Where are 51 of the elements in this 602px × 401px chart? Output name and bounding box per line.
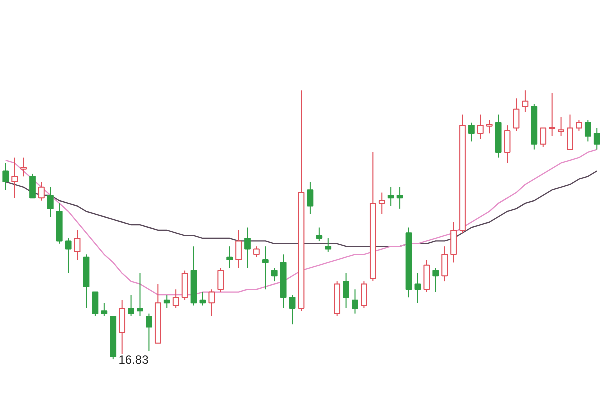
candlestick — [325, 238, 332, 252]
candlestick — [558, 116, 564, 137]
candlestick — [316, 227, 323, 242]
candlestick — [414, 272, 422, 304]
candlestick — [594, 128, 600, 150]
candlestick — [164, 294, 170, 309]
candlestick — [12, 157, 18, 199]
candlestick — [549, 92, 556, 137]
candlestick — [137, 272, 144, 318]
candlestick — [101, 302, 108, 318]
candlestick — [226, 246, 234, 269]
candlestick — [65, 238, 72, 274]
candlestick — [172, 289, 180, 309]
candlestick — [540, 128, 547, 148]
candlestick — [92, 292, 99, 318]
candlestick — [236, 230, 242, 269]
candlestick — [218, 268, 224, 293]
candlestick — [262, 246, 269, 290]
candlestick — [378, 192, 386, 215]
candlestick — [396, 186, 404, 210]
candlestick — [307, 182, 314, 215]
candlestick — [432, 268, 440, 293]
candlestick — [477, 114, 484, 140]
candlestick — [567, 114, 574, 150]
candlestick — [442, 246, 448, 282]
candlestick — [522, 90, 529, 113]
candlestick — [200, 292, 206, 306]
candlestick — [584, 120, 592, 142]
candlestick — [2, 162, 10, 191]
candlestick — [128, 294, 134, 318]
candlestick — [30, 173, 36, 199]
candlestick — [271, 268, 278, 282]
candlestick — [504, 125, 511, 164]
candlestick — [208, 289, 216, 318]
candlestick — [486, 120, 493, 134]
candlestick — [254, 246, 260, 258]
candlestick — [146, 313, 152, 352]
candlestick — [289, 294, 296, 326]
candlestick — [38, 182, 45, 202]
candlestick — [513, 98, 520, 132]
annotation: 16.83 — [118, 353, 150, 368]
candlestick — [74, 230, 81, 261]
candlestick — [352, 289, 358, 314]
candlestick — [388, 186, 394, 207]
candlestick — [343, 272, 350, 309]
candlestick — [47, 186, 54, 218]
candlestick — [468, 122, 475, 142]
candlestick — [576, 120, 582, 132]
candlestick — [244, 227, 251, 269]
candlestick — [361, 281, 368, 309]
candlestick — [20, 157, 27, 178]
